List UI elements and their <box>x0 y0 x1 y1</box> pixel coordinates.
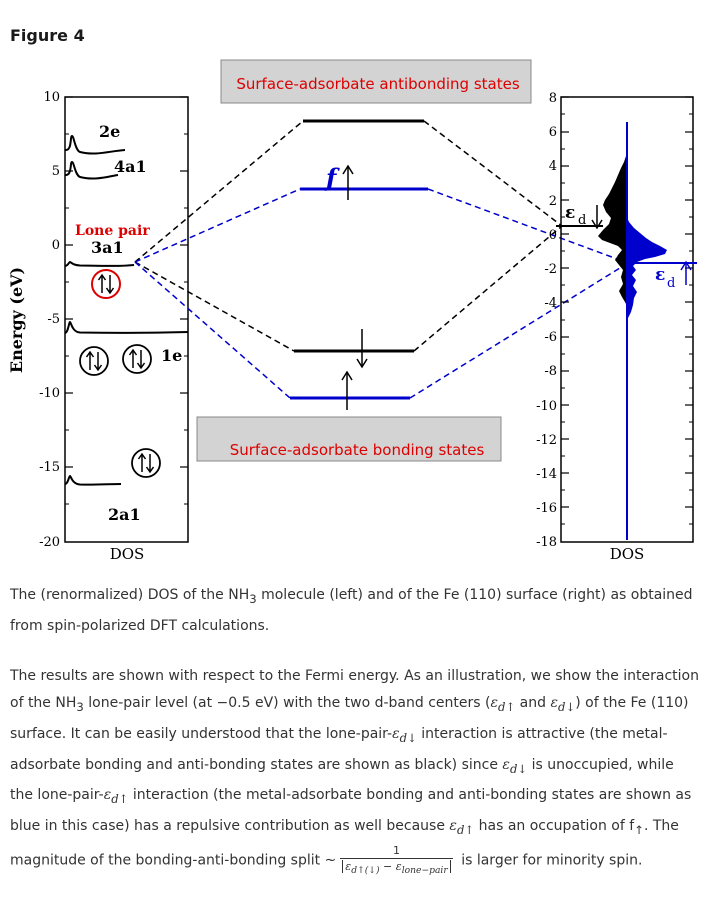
explanation-paragraph: The results are shown with respect to th… <box>10 663 700 877</box>
f-occupation-label: f <box>324 163 340 192</box>
right-y-minor-ticks <box>561 113 693 525</box>
label-2a1: 2a1 <box>108 505 141 524</box>
figure-diagram: 10 5 0 -5 -10 -15 -20 Energy (eV) DOS 2e… <box>7 59 697 563</box>
fraction-denominator: εd↑(↓) − εlone−pair <box>340 857 453 877</box>
label-lone-pair: Lone pair <box>75 223 150 239</box>
majority-dos-fill <box>598 150 627 306</box>
left-x-label: DOS <box>110 545 145 563</box>
minority-dos-fill <box>627 217 667 320</box>
para-and: and <box>515 695 551 711</box>
right-tick-2: 2 <box>549 194 557 209</box>
left-tick-10: 10 <box>43 90 60 105</box>
lone-pair-electron-circle <box>91 269 121 299</box>
para-text-8: . The magnitude of the bonding-anti-bond… <box>10 818 679 869</box>
fraction-numerator: 1 <box>393 843 401 857</box>
label-2e: 2e <box>99 122 120 141</box>
caption-part-2: molecule (left) and of the Fe (110) surf… <box>10 587 693 634</box>
electron-pair-circle-2a1 <box>131 448 161 478</box>
left-tick-m10: -10 <box>39 386 60 401</box>
para-text-3: ) of the Fe (110) surface. It can be eas… <box>10 695 689 742</box>
frac-sub-a: d↑(↓) <box>351 865 380 877</box>
right-tick-m4: -4 <box>544 296 557 311</box>
left-tick-m20: -20 <box>39 535 60 550</box>
math-eps-6: ε <box>449 818 457 835</box>
math-eps-2: ε <box>550 695 558 711</box>
math-eps-5: ε <box>103 787 112 804</box>
blue-dashed-connectors <box>134 188 629 399</box>
bonding-label: Surface-adsorbate bonding states <box>230 441 485 459</box>
spin-down-arrow <box>356 329 368 369</box>
right-tick-4: 4 <box>549 159 557 174</box>
frac-sub-b: lone−pair <box>401 865 448 877</box>
math-sub-2: d↓ <box>557 699 576 714</box>
left-tick-m5: -5 <box>47 312 60 327</box>
label-3a1: 3a1 <box>91 238 124 257</box>
math-sub-4: d↓ <box>509 761 528 776</box>
right-tick-0: 0 <box>549 228 557 243</box>
para-text-5: is unoccupied, while the lone-pair- <box>10 756 674 804</box>
math-sub-6: d↑ <box>456 822 475 837</box>
caption-subscript: 3 <box>249 591 257 606</box>
para-text-4: interaction is attractive (the metal-ads… <box>10 725 668 773</box>
math-eps-3: ε <box>392 725 400 742</box>
eps-d-down-symbol: ε <box>565 203 575 223</box>
label-1e: 1e <box>161 346 182 365</box>
left-y-minor-ticks <box>65 133 188 505</box>
eps-d-up-sub: d <box>667 276 675 291</box>
para-text-2: lone-pair level (at −0.5 eV) with the tw… <box>83 695 491 711</box>
spin-up-arrow-f <box>342 164 354 200</box>
right-tick-8: 8 <box>549 91 557 106</box>
frac-eps-a: ε <box>345 859 352 873</box>
y-axis-label: Energy (eV) <box>7 267 26 373</box>
right-tick-m12: -12 <box>536 433 557 448</box>
eps-d-up-arrow <box>680 260 692 285</box>
right-tick-m6: -6 <box>544 330 557 345</box>
left-tick-m15: -15 <box>39 460 60 475</box>
para-text-1: The results are shown with respect to th… <box>10 668 699 711</box>
right-tick-m8: -8 <box>544 364 557 379</box>
math-eps-1: ε <box>490 695 498 711</box>
split-fraction: 1 εd↑(↓) − εlone−pair <box>340 843 453 877</box>
para-text-7: has an occupation of f <box>474 818 635 835</box>
antibonding-label: Surface-adsorbate antibonding states <box>236 75 519 93</box>
right-x-label: DOS <box>610 545 645 563</box>
frac-eps-b: ε <box>395 859 402 873</box>
right-tick-m10: -10 <box>536 399 557 414</box>
spin-up-arrow <box>341 370 353 410</box>
right-tick-m14: -14 <box>536 467 557 482</box>
eps-d-down-arrow <box>591 205 603 230</box>
right-tick-m18: -18 <box>536 535 557 550</box>
figure-caption: The (renormalized) DOS of the NH3 molecu… <box>10 582 700 640</box>
bonding-box <box>196 416 502 462</box>
math-sub-1: d↑ <box>497 699 516 714</box>
caption-part-1: The (renormalized) DOS of the NH <box>10 587 250 603</box>
label-4a1: 4a1 <box>114 157 147 176</box>
frac-minus: − <box>379 859 396 873</box>
right-tick-m2: -2 <box>544 262 557 277</box>
eps-d-up-symbol: ε <box>655 265 665 285</box>
left-dos-curve <box>64 134 189 486</box>
eps-d-down-sub: d <box>578 213 586 228</box>
para-sub-nh3: 3 <box>76 699 84 714</box>
electron-pair-circle-1e-b <box>122 344 152 374</box>
math-eps-4: ε <box>502 756 510 773</box>
black-dashed-connectors <box>134 120 563 352</box>
figure-title: Figure 4 <box>10 26 85 45</box>
electron-pair-circle-1e-a <box>79 346 109 376</box>
math-sub-5: d↑ <box>111 792 129 807</box>
fraction-abs: εd↑(↓) − εlone−pair <box>342 859 451 877</box>
math-sub-3: d↓ <box>399 730 417 745</box>
left-tick-0: 0 <box>52 238 60 253</box>
para-text-6: interaction (the metal-adsorbate bonding… <box>10 787 692 835</box>
right-tick-6: 6 <box>549 125 557 140</box>
para-sub-up: ↑ <box>634 822 644 837</box>
antibonding-box <box>220 59 532 104</box>
left-tick-5: 5 <box>52 164 60 179</box>
right-tick-m16: -16 <box>536 501 557 516</box>
para-text-9: is larger for minority spin. <box>456 852 643 869</box>
